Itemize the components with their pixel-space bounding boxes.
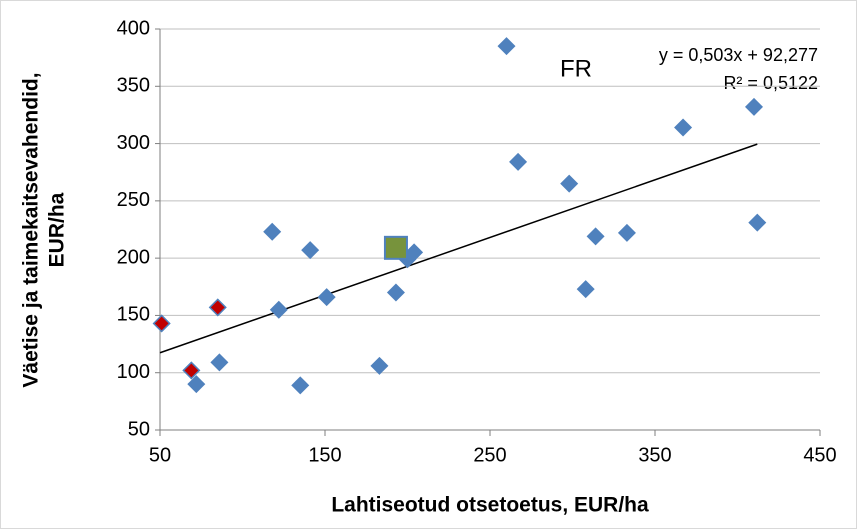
point bbox=[405, 243, 424, 262]
x-tick-label: 250 bbox=[473, 444, 506, 466]
annotation: FR bbox=[560, 55, 592, 82]
x-tick-label: 350 bbox=[638, 444, 671, 466]
point bbox=[208, 298, 227, 317]
point bbox=[586, 227, 605, 246]
y-tick-label: 100 bbox=[117, 361, 150, 383]
point bbox=[182, 361, 201, 380]
point bbox=[745, 97, 763, 116]
point bbox=[386, 283, 405, 302]
y-tick-label: 350 bbox=[117, 75, 150, 97]
y-axis-label: Väetise ja taimekaitsevahendid, EUR/ha bbox=[20, 72, 69, 387]
point bbox=[152, 314, 171, 333]
point bbox=[263, 222, 282, 241]
y-axis-label-line: Väetise ja taimekaitsevahendid, bbox=[20, 72, 43, 387]
point bbox=[509, 152, 528, 171]
trendline bbox=[159, 143, 758, 354]
trend-equation: y = 0,503x + 92,277 bbox=[659, 45, 818, 65]
point bbox=[576, 280, 595, 299]
point bbox=[674, 118, 693, 137]
point bbox=[317, 288, 336, 307]
y-tick-label: 200 bbox=[117, 246, 150, 268]
y-tick-label: 250 bbox=[117, 189, 150, 211]
point bbox=[291, 376, 310, 395]
r-squared: R² = 0,5122 bbox=[723, 73, 818, 93]
point bbox=[210, 353, 229, 372]
point bbox=[748, 213, 767, 232]
point bbox=[383, 235, 408, 260]
point bbox=[617, 223, 636, 242]
y-axis-label-line: EUR/ha bbox=[46, 192, 69, 267]
point bbox=[560, 174, 579, 193]
point bbox=[269, 300, 288, 319]
y-tick-label: 150 bbox=[117, 304, 150, 326]
x-tick-label: 50 bbox=[149, 444, 171, 466]
point bbox=[187, 375, 206, 394]
y-tick-label: 300 bbox=[117, 132, 150, 154]
y-tick-label: 400 bbox=[117, 17, 150, 39]
x-tick-label: 450 bbox=[803, 444, 836, 466]
x-axis-label: Lahtiseotud otsetoetus, EUR/ha bbox=[331, 494, 649, 517]
point bbox=[370, 356, 389, 375]
x-tick-label: 150 bbox=[308, 444, 341, 466]
y-tick-label: 50 bbox=[128, 418, 150, 440]
point bbox=[301, 241, 320, 260]
point bbox=[497, 37, 516, 56]
